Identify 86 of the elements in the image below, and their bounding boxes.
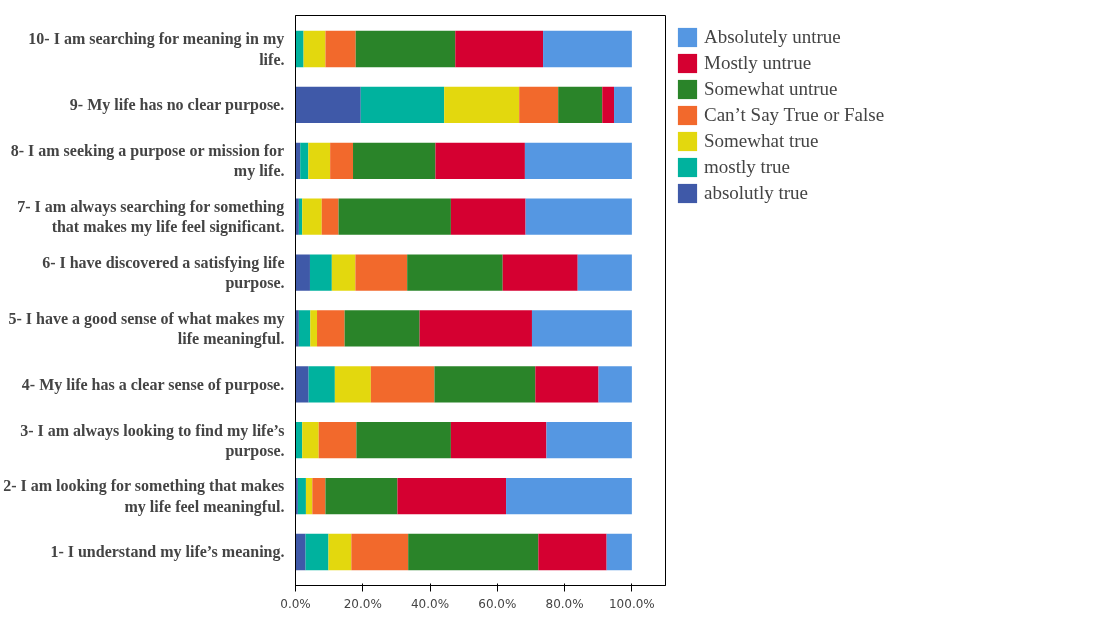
bar <box>308 366 335 403</box>
bar <box>356 422 451 459</box>
bar <box>305 533 329 571</box>
bar <box>295 30 304 68</box>
bar <box>531 310 632 347</box>
bar <box>614 86 632 124</box>
bar <box>370 366 435 403</box>
legend-label: Mostly untrue <box>704 52 813 74</box>
bar <box>360 86 445 124</box>
bar <box>450 198 526 235</box>
bar <box>338 198 451 235</box>
bar <box>408 533 539 571</box>
y-tick-label: 2- I am looking for something that makes my life feel meaningful. <box>3 477 285 516</box>
bar <box>305 477 313 515</box>
bar <box>525 198 632 235</box>
bar <box>434 366 536 403</box>
bar <box>328 533 352 571</box>
x-tick-label: 0.0% <box>280 596 311 611</box>
bar <box>535 366 599 403</box>
bar <box>302 422 319 459</box>
legend-label: absolutly true <box>704 182 809 204</box>
bar <box>318 422 357 459</box>
y-tick-label: 9- My life has no clear purpose. <box>69 96 285 115</box>
bar <box>353 142 436 179</box>
bar <box>506 477 632 515</box>
x-tick-label: 20.0% <box>343 596 382 611</box>
bar <box>317 310 345 347</box>
bar <box>602 86 615 124</box>
y-tick-label: 3- I am always looking to find my life’s purpose. <box>20 421 285 460</box>
bar <box>355 30 456 68</box>
bar <box>444 86 520 124</box>
y-tick-label: 10- I am searching for meaning in my life. <box>28 30 285 68</box>
bar <box>295 533 306 571</box>
bar <box>606 533 632 571</box>
bar <box>295 86 361 124</box>
bar <box>546 422 632 459</box>
bar <box>450 422 547 459</box>
bar <box>355 254 408 291</box>
y-tick-label: 7- I am always searching for something that makes my life feel significant. <box>17 197 285 237</box>
legend-label: mostly true <box>704 156 792 178</box>
bar <box>455 30 544 68</box>
bar <box>435 142 525 179</box>
y-tick-label: 6- I have discovered a satisfying life purpose. <box>42 253 285 293</box>
bar <box>308 142 331 179</box>
legend-label: Somewhat true <box>704 130 820 152</box>
bar <box>351 533 409 571</box>
x-tick-label: 100.0% <box>608 596 655 611</box>
bar <box>312 477 326 515</box>
x-tick-label: 60.0% <box>478 596 517 611</box>
legend-label: Absolutely untrue <box>704 26 842 48</box>
bar <box>295 254 310 291</box>
bar <box>300 142 309 179</box>
x-tick-label: 40.0% <box>410 596 450 611</box>
bar <box>344 310 420 347</box>
bar <box>310 310 318 347</box>
y-tick-label: 1- I understand my life’s meaning. <box>50 543 285 562</box>
y-tick-label: 8- I am seeking a purpose or mission for my life. <box>10 142 285 181</box>
bar <box>502 254 578 291</box>
bar <box>407 254 503 291</box>
bar <box>303 30 326 68</box>
bar <box>558 86 603 124</box>
y-tick-label: 5- I have a good sense of what makes my life meaningful. <box>8 309 285 349</box>
bar <box>297 477 306 515</box>
bar <box>325 477 398 515</box>
bar <box>295 366 309 403</box>
bar <box>598 366 632 403</box>
x-tick-label: 80.0% <box>545 596 584 611</box>
bar <box>321 198 339 235</box>
bar <box>334 366 371 403</box>
bar <box>331 254 356 291</box>
bar <box>302 198 322 235</box>
bar <box>309 254 332 291</box>
bar <box>295 310 299 347</box>
legend-label: Can’t Say True or False <box>704 104 885 126</box>
bar <box>519 86 559 124</box>
bar <box>538 533 607 571</box>
bar <box>397 477 507 515</box>
bar <box>524 142 632 179</box>
y-tick-label: 4- My life has a clear sense of purpose. <box>21 375 285 394</box>
bar <box>325 30 356 68</box>
bar <box>577 254 632 291</box>
bar <box>330 142 354 179</box>
bar <box>298 310 311 347</box>
bar <box>419 310 532 347</box>
bar <box>543 30 632 68</box>
legend-label: Somewhat untrue <box>704 78 839 100</box>
